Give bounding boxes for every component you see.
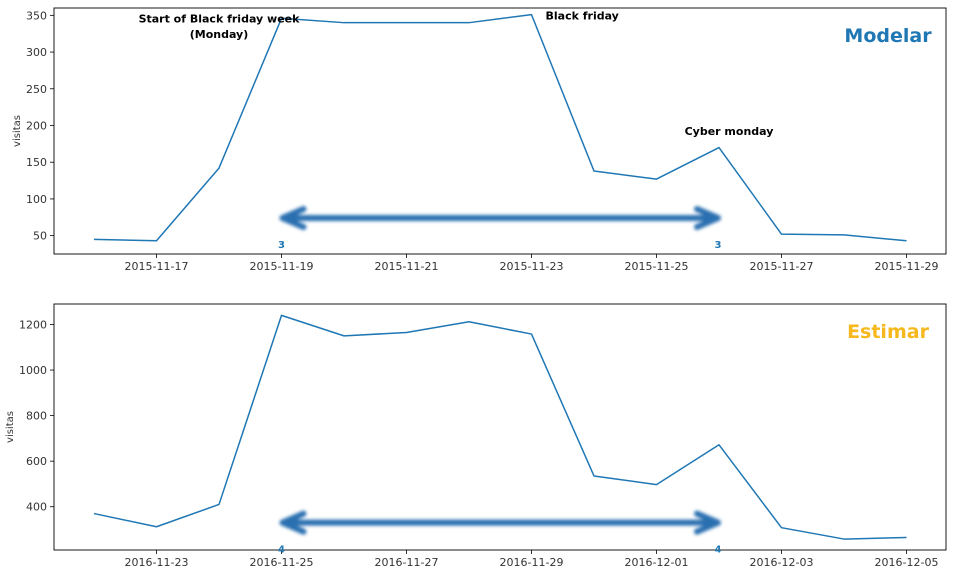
y-axis-label: visitas <box>12 115 23 147</box>
y-tick-label: 400 <box>26 501 47 514</box>
double-arrow <box>283 514 719 532</box>
arrow-label-right: 4 <box>715 545 722 556</box>
chart-panel-1: 50 100 150 200 250 300 350 2015-11-17 2015-11-19… <box>12 8 946 273</box>
x-tick-label: 2015-11-29 <box>875 260 939 273</box>
panel-label: Modelar <box>844 25 932 47</box>
x-tick-label: 2015-11-19 <box>250 260 314 273</box>
plot-frame <box>54 304 946 550</box>
x-tick-label: 2016-11-23 <box>125 556 189 569</box>
x-tick-label: 2015-11-27 <box>750 260 814 273</box>
y-tick-label: 50 <box>33 230 47 243</box>
y-tick-label: 250 <box>26 83 47 96</box>
double-arrow <box>283 209 719 227</box>
x-tick-label: 2015-11-23 <box>500 260 564 273</box>
chart-annotation: Start of Black friday week <box>139 13 301 26</box>
x-tick-label: 2015-11-21 <box>375 260 439 273</box>
x-tick-label: 2015-11-25 <box>625 260 689 273</box>
y-tick-label: 100 <box>26 193 47 206</box>
x-tick-label: 2016-11-25 <box>250 556 314 569</box>
y-tick-label: 150 <box>26 156 47 169</box>
x-tick-label: 2016-12-03 <box>750 556 814 569</box>
series-line <box>94 315 907 539</box>
chart-annotation: Black friday <box>546 10 619 23</box>
y-tick-label: 350 <box>26 9 47 22</box>
series-line <box>94 15 907 241</box>
arrow-label-right: 3 <box>715 240 722 251</box>
arrow-label-left: 4 <box>278 545 285 556</box>
y-tick-label: 800 <box>26 410 47 423</box>
x-tick-label: 2016-12-01 <box>625 556 689 569</box>
y-tick-label: 1000 <box>19 364 47 377</box>
y-tick-label: 600 <box>26 455 47 468</box>
x-tick-label: 2016-11-27 <box>375 556 439 569</box>
chart-annotation: Cyber monday <box>685 125 774 138</box>
chart-annotation: (Monday) <box>190 28 249 41</box>
y-tick-label: 1200 <box>19 319 47 332</box>
arrow-label-left: 3 <box>278 240 285 251</box>
y-tick-label: 300 <box>26 46 47 59</box>
y-tick-label: 200 <box>26 119 47 132</box>
chart-panel-2: 400 600 800 1000 1200 2016-11-23 2016-11-25 201… <box>5 304 946 569</box>
x-tick-label: 2016-12-05 <box>875 556 939 569</box>
x-tick-label: 2016-11-29 <box>500 556 564 569</box>
x-tick-label: 2015-11-17 <box>125 260 189 273</box>
panel-label: Estimar <box>847 321 930 343</box>
y-axis-label: visitas <box>5 411 16 443</box>
